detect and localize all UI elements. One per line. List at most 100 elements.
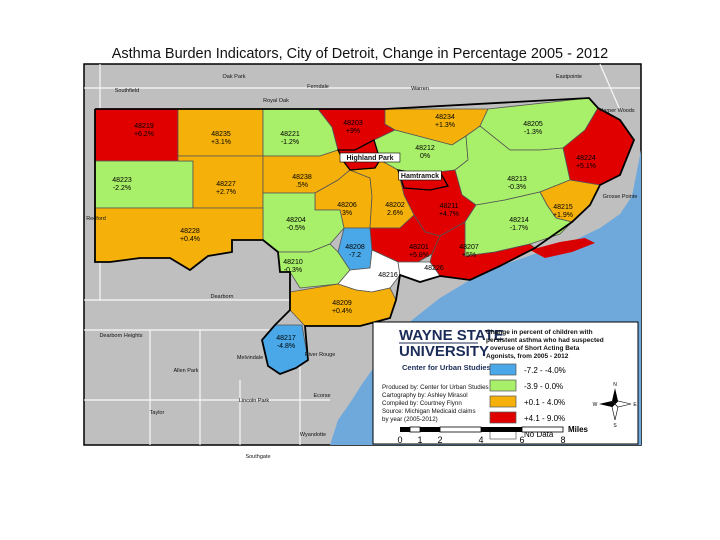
- zip-value-48213: -0.3%: [508, 184, 526, 191]
- place-label-lincoln-park: Lincoln Park: [239, 398, 270, 404]
- place-label-bg: [398, 170, 442, 181]
- legend-class-list: -7.2 - -4.0% -3.9 - 0.0% +0.1 - 4.0% +4.1 -…: [489, 363, 566, 440]
- zip-value-48209: +0.4%: [332, 308, 352, 315]
- zip-value-48238: .5%: [296, 182, 308, 189]
- zip-value-48206: 3%: [342, 210, 352, 217]
- legend-panel: WAYNE STATE UNIVERSITY Center for Urban …: [372, 321, 639, 445]
- place-label-taylor: Taylor: [150, 410, 165, 416]
- zip-value-48208: -7.2: [349, 252, 361, 259]
- belle-isle: [530, 238, 595, 258]
- zip-value-48234: +1.3%: [435, 122, 455, 129]
- zip-value-48224: +5.1%: [576, 163, 596, 170]
- place-label-royal-oak: Royal Oak: [263, 98, 289, 104]
- credit-line-1: Produced by: Center for Urban Studies: [382, 384, 489, 391]
- place-label-southgate: Southgate: [245, 454, 270, 460]
- map-title: Asthma Burden Indicators, City of Detroi…: [111, 46, 609, 62]
- zip-label-48235: 48235: [211, 131, 231, 138]
- zip-value-48202: 2.6%: [387, 210, 403, 217]
- legend-title-4: Agonists, from 2005 - 2012: [486, 353, 569, 360]
- legend-class-label: -3.9 - 0.0%: [524, 382, 563, 391]
- zip-value-48214: -1.7%: [510, 225, 528, 232]
- zip-areas: [94, 97, 635, 375]
- zip-label-48214: 48214: [509, 217, 529, 224]
- zip-value-48228: +0.4%: [180, 236, 200, 243]
- zip-value-48203: +9%: [346, 128, 360, 135]
- credit-line-5: by year (2005-2012): [382, 416, 438, 423]
- place-label-dearborn: Dearborn: [211, 294, 234, 300]
- zip-value-48227: +2.7%: [216, 189, 236, 196]
- scale-bar: 0 1 2 4 6 8 Miles: [397, 425, 588, 445]
- zip-label-layer: 48219+6.2% 48235+3.1% 48221-1.2% 48203+9% 48…: [112, 114, 596, 350]
- scale-tick-8: 8: [560, 435, 565, 445]
- logo-line2: UNIVERSITY: [399, 343, 489, 360]
- zip-label-48213: 48213: [507, 176, 527, 183]
- detroit-city-boundary: [94, 97, 636, 376]
- legend-swatch: [489, 363, 517, 376]
- credit-line-2: Cartography by: Ashley Mirasol: [382, 392, 468, 399]
- compass-n: N: [613, 382, 617, 388]
- zip-label-48238: 48238: [292, 174, 312, 181]
- zip-label-48219: 48219: [134, 123, 154, 130]
- place-label-harper-woods: Harper Woods: [599, 108, 635, 114]
- scale-tick-2: 2: [437, 435, 442, 445]
- scale-unit: Miles: [568, 425, 589, 434]
- place-label-warren: Warren: [411, 86, 429, 92]
- scale-tick-6: 6: [519, 435, 524, 445]
- zip-label-48201: 48201: [409, 244, 429, 251]
- zip-label-48223: 48223: [112, 177, 132, 184]
- place-label-highland-park: Highland Park: [346, 155, 393, 162]
- zip-value-48205: -1.3%: [524, 129, 542, 136]
- zip-area-48223: [94, 160, 194, 209]
- place-label-dearborn-heights: Dearborn Heights: [99, 333, 142, 339]
- legend-swatch: [489, 379, 517, 392]
- zip-label-48207: 48207: [459, 244, 479, 251]
- zip-label-48204: 48204: [286, 217, 306, 224]
- zip-label-48221: 48221: [280, 131, 300, 138]
- legend-class-label: +4.1 - 9.0%: [524, 414, 565, 423]
- place-label-grosse-pointe: Grosse Pointe: [603, 194, 638, 200]
- zip-label-48226: 48226: [424, 265, 444, 272]
- zip-label-48227: 48227: [216, 181, 236, 188]
- zip-value-48207: +5%: [462, 252, 476, 259]
- zip-value-48215: +1.9%: [553, 212, 573, 219]
- place-label-hamtramck: Hamtramck: [401, 173, 439, 180]
- zip-value-48212: 0%: [420, 153, 430, 160]
- place-label-redford: Redford: [86, 216, 106, 222]
- zip-label-48209: 48209: [332, 300, 352, 307]
- north-arrow-icon: N S E W: [593, 382, 638, 429]
- zip-value-48210: -0.3%: [284, 267, 302, 274]
- place-label-ferndale: Ferndale: [307, 84, 329, 90]
- logo-line1: WAYNE STATE: [399, 327, 504, 344]
- zip-value-48219: +6.2%: [134, 131, 154, 138]
- zip-value-48204: -0.5%: [287, 225, 305, 232]
- place-label-ecorse: Ecorse: [313, 393, 330, 399]
- place-label-bg: [339, 152, 401, 163]
- place-label-eastpointe: Eastpointe: [556, 74, 582, 80]
- zip-value-48211: +4.7%: [439, 211, 459, 218]
- zip-label-48216: 48216: [378, 272, 398, 279]
- place-label-melvindale: Melvindale: [237, 355, 263, 361]
- center-name: Center for Urban Studies: [402, 363, 491, 372]
- credit-line-3: Compiled by: Courtney Flynn: [382, 400, 462, 407]
- compass-w: W: [593, 402, 598, 408]
- zip-label-48202: 48202: [385, 202, 405, 209]
- credit-line-4: Source: Michigan Medicaid claims: [382, 408, 476, 415]
- legend-class-label: +0.1 - 4.0%: [524, 398, 565, 407]
- zip-label-48211: 48211: [440, 203, 459, 210]
- zip-label-48203: 48203: [343, 120, 363, 127]
- zip-label-48205: 48205: [523, 121, 543, 128]
- zip-label-48234: 48234: [435, 114, 455, 121]
- zip-label-48217: 48217: [276, 335, 296, 342]
- place-label-allen-park: Allen Park: [173, 368, 198, 374]
- zip-label-48212: 48212: [415, 145, 435, 152]
- zip-label-48224: 48224: [576, 155, 596, 162]
- compass-s: S: [613, 423, 617, 429]
- scale-tick-1: 1: [417, 435, 422, 445]
- place-label-southfield: Southfield: [115, 88, 139, 94]
- legend-swatch: [489, 395, 517, 408]
- zip-value-48235: +3.1%: [211, 139, 231, 146]
- zip-label-48215: 48215: [553, 204, 573, 211]
- legend-class-label: -7.2 - -4.0%: [524, 366, 566, 375]
- zip-value-48223: -2.2%: [113, 185, 131, 192]
